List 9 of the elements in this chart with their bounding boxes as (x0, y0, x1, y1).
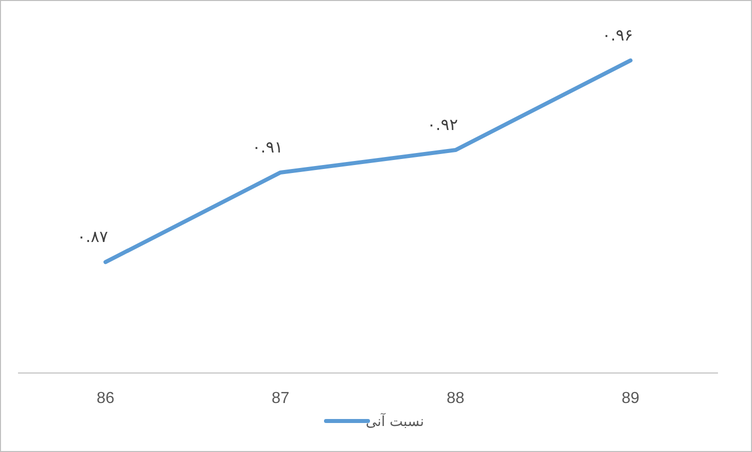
data-label: ۰.۹۶ (602, 25, 633, 44)
data-label: ۰.۹۲ (427, 115, 458, 134)
data-label: ۰.۸۷ (77, 227, 108, 246)
data-label: ۰.۹۱ (252, 137, 283, 156)
x-tick-label: 86 (96, 390, 114, 407)
legend-label: نسبت آنی (366, 412, 424, 430)
x-tick-label: 89 (622, 390, 640, 407)
x-tick-label: 87 (272, 390, 290, 407)
x-tick-label: 88 (446, 390, 464, 407)
